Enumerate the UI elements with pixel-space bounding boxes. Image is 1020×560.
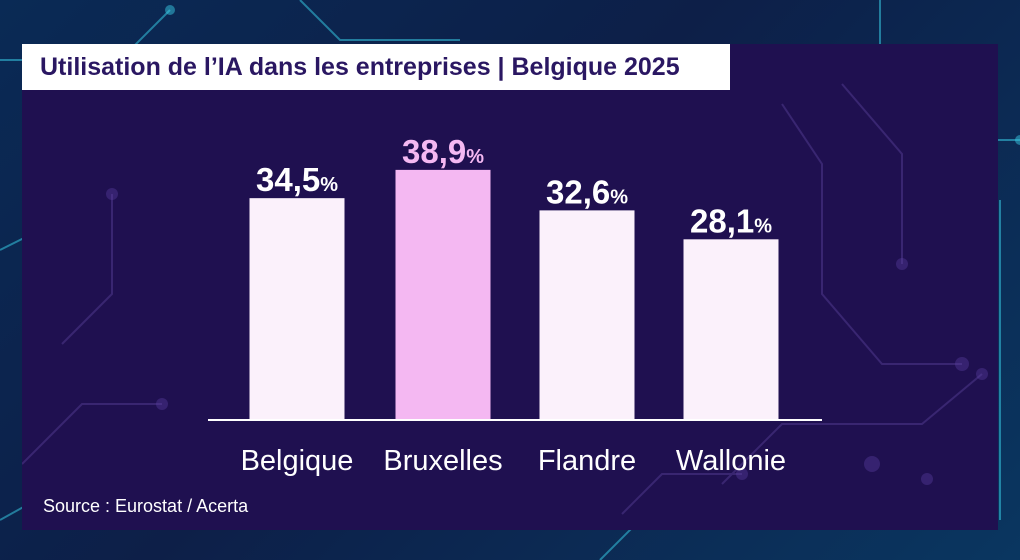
source-note: Source : Eurostat / Acerta xyxy=(43,496,249,516)
bar-belgique xyxy=(249,198,345,420)
panel-decoration xyxy=(22,83,988,515)
category-label-flandre: Flandre xyxy=(538,445,636,477)
bars-group xyxy=(249,169,779,420)
title-box: Utilisation de l’IA dans les entreprises… xyxy=(22,44,730,90)
category-labels-group: Belgique Bruxelles Flandre Wallonie xyxy=(241,445,787,477)
chart-title: Utilisation de l’IA dans les entreprises… xyxy=(40,52,680,81)
bar-flandre xyxy=(539,210,635,420)
value-label-flandre: 32,6% xyxy=(546,173,628,210)
value-label-wallonie: 28,1% xyxy=(690,202,772,239)
value-labels-group: 34,5% 38,9% 32,6% 28,1% xyxy=(256,133,772,239)
bar-wallonie xyxy=(683,239,779,420)
bar-chart: 34,5% 38,9% 32,6% 28,1% Belgique Bruxelles Fl… xyxy=(208,133,822,477)
value-label-belgique: 34,5% xyxy=(256,161,338,198)
bar-bruxelles xyxy=(395,169,491,420)
chart-panel: 34,5% 38,9% 32,6% 28,1% Belgique Bruxelles Fl… xyxy=(22,44,998,530)
category-label-belgique: Belgique xyxy=(241,445,354,477)
category-label-wallonie: Wallonie xyxy=(676,445,786,477)
category-label-bruxelles: Bruxelles xyxy=(383,445,502,477)
value-label-bruxelles: 38,9% xyxy=(402,133,484,170)
